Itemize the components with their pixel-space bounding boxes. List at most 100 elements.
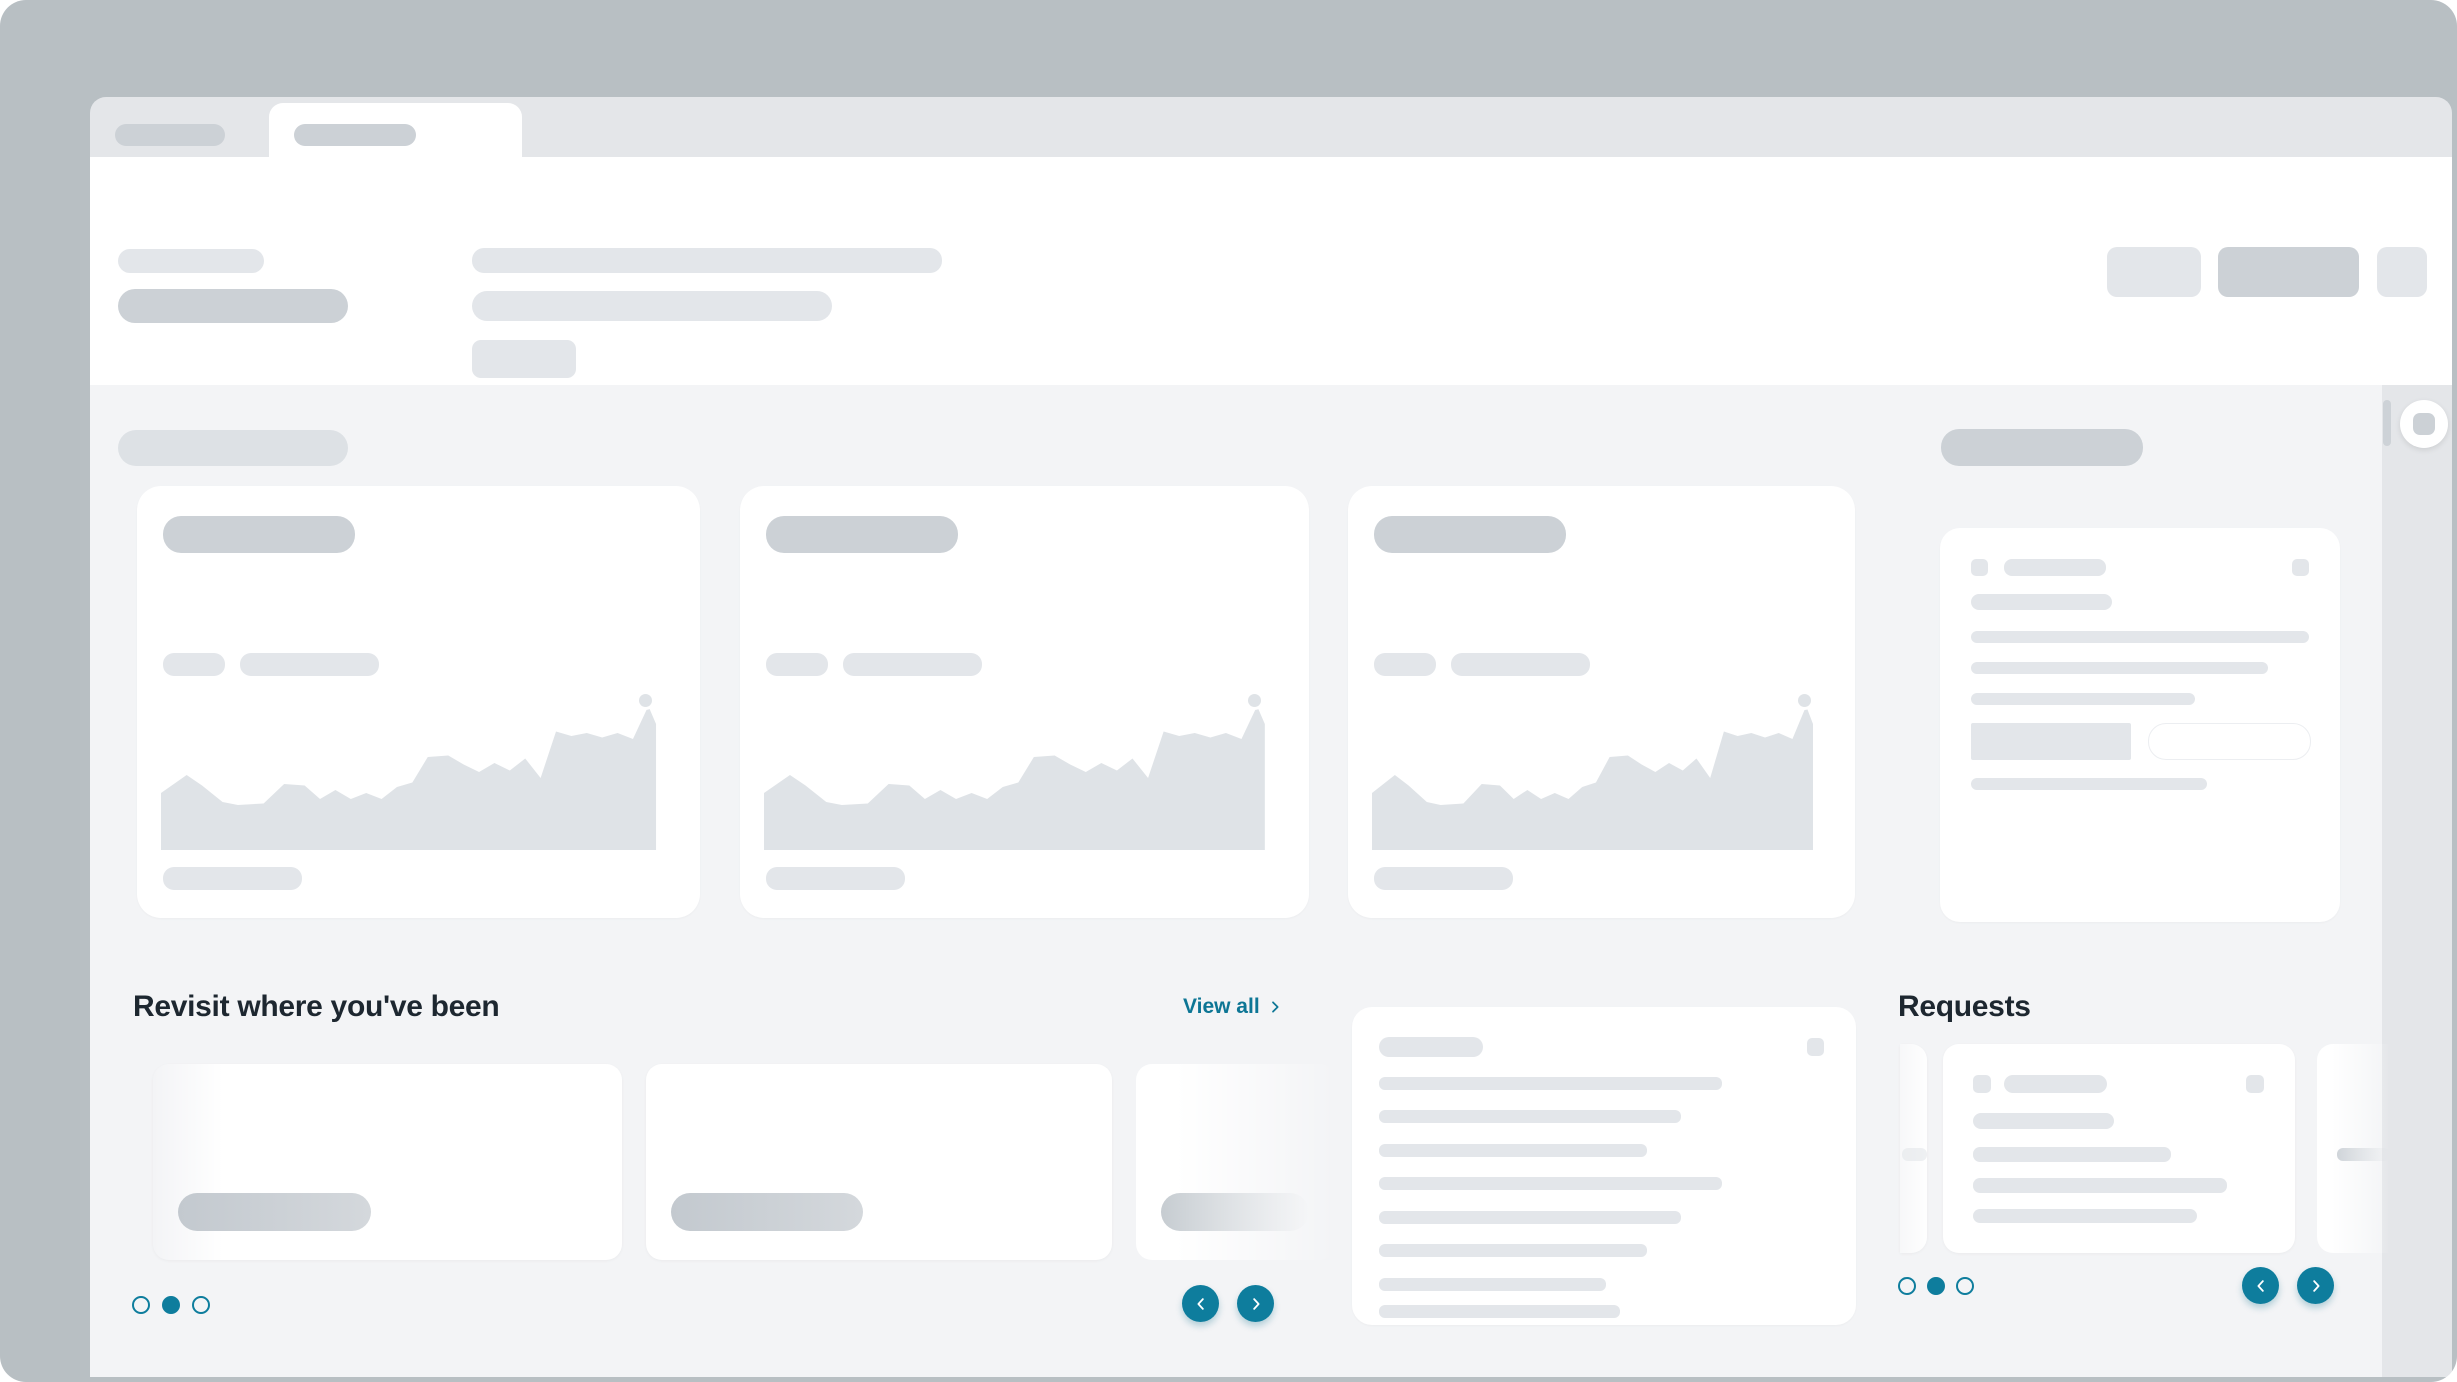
- chevron-right-icon: [1271, 1001, 1279, 1013]
- chevron-left-icon: [1196, 1297, 1204, 1310]
- carousel-dot-2[interactable]: [162, 1296, 180, 1314]
- requests-card-line-skeleton: [1902, 1148, 1927, 1161]
- chart-delta-skeleton: [843, 653, 982, 676]
- carousel-dot-3[interactable]: [1956, 1277, 1974, 1295]
- list-line-skeleton: [1379, 1211, 1681, 1224]
- chart-endpoint-dot: [639, 694, 653, 707]
- header-eyebrow-skeleton: [118, 249, 264, 273]
- requests-card-line-skeleton: [1973, 1147, 2171, 1162]
- sidebar-card-menu-skeleton: [2292, 559, 2309, 576]
- sidebar-card-line-skeleton: [1971, 662, 2268, 674]
- sidebar-title-skeleton: [1941, 429, 2143, 466]
- chart-delta-skeleton: [1451, 653, 1590, 676]
- area-chart-shape: [764, 706, 1265, 850]
- list-line-skeleton: [1379, 1244, 1647, 1257]
- revisit-card-label-skeleton: [671, 1193, 863, 1231]
- active-tab[interactable]: [269, 103, 522, 157]
- header-primary-button-skeleton[interactable]: [2218, 247, 2359, 297]
- carousel-dot-1[interactable]: [1898, 1277, 1916, 1295]
- requests-prev-button[interactable]: [2242, 1267, 2279, 1304]
- header-chip-skeleton: [472, 340, 576, 378]
- revisit-card-label-skeleton: [1161, 1193, 1309, 1231]
- list-line-skeleton: [1379, 1177, 1722, 1190]
- side-rail: [2382, 385, 2452, 1377]
- chart-value-skeleton: [163, 653, 225, 676]
- sidebar-card[interactable]: [1940, 528, 2340, 922]
- view-all-label: View all: [1183, 995, 1260, 1018]
- revisit-card[interactable]: [153, 1064, 622, 1260]
- chart-title-skeleton: [163, 516, 355, 553]
- area-chart-shape: [1372, 706, 1814, 850]
- carousel-dot-3[interactable]: [192, 1296, 210, 1314]
- chart-endpoint-dot: [1247, 694, 1261, 707]
- requests-card-partial[interactable]: [2317, 1044, 2390, 1253]
- requests-card-line-skeleton: [2337, 1148, 2390, 1161]
- sidebar-card-block-skeleton: [1971, 723, 2131, 760]
- sidebar-card-label-skeleton: [2004, 559, 2106, 576]
- chart-title-skeleton: [1374, 516, 1566, 553]
- inactive-tab-skeleton[interactable]: [115, 124, 225, 146]
- area-chart-shape: [161, 706, 657, 850]
- requests-card-line-skeleton: [1973, 1178, 2227, 1193]
- list-card-menu-skeleton: [1807, 1038, 1824, 1056]
- rail-widget-button[interactable]: [2400, 400, 2448, 448]
- section-title-requests: Requests: [1898, 990, 2031, 1023]
- page-header: [90, 157, 2452, 385]
- list-line-skeleton: [1379, 1305, 1620, 1318]
- requests-next-button[interactable]: [2297, 1267, 2334, 1304]
- carousel-dot-2[interactable]: [1927, 1277, 1945, 1295]
- requests-card-partial[interactable]: [1900, 1044, 1927, 1253]
- requests-card-icon-skeleton: [1973, 1075, 1991, 1093]
- rounded-square-icon: [2413, 413, 2435, 435]
- sidebar-card-line-skeleton: [1971, 693, 2195, 705]
- requests-card-subtitle-skeleton: [1973, 1113, 2114, 1129]
- sidebar-card-ghost-button[interactable]: [2148, 723, 2311, 760]
- active-tab-title-skeleton: [294, 124, 416, 146]
- header-title-line-skeleton: [472, 248, 942, 273]
- list-line-skeleton: [1379, 1278, 1606, 1291]
- scrollbar-thumb[interactable]: [2383, 400, 2391, 446]
- requests-carousel-dots: [1898, 1277, 1974, 1295]
- sidebar-card-icon-skeleton: [1971, 559, 1988, 576]
- revisit-card-label-skeleton: [178, 1193, 371, 1231]
- chart-endpoint-dot: [1797, 694, 1811, 707]
- chart-caption-skeleton: [163, 867, 302, 890]
- chart-title-skeleton: [766, 516, 958, 553]
- content-title-skeleton: [118, 430, 348, 466]
- chart-caption-skeleton: [1374, 867, 1513, 890]
- carousel-dot-1[interactable]: [132, 1296, 150, 1314]
- chart-card[interactable]: [137, 486, 700, 918]
- chart-value-skeleton: [1374, 653, 1436, 676]
- chart-value-skeleton: [766, 653, 828, 676]
- header-secondary-button-skeleton[interactable]: [2107, 247, 2201, 297]
- sidebar-card-subtitle-skeleton: [1971, 594, 2112, 610]
- area-chart-placeholder: [161, 694, 674, 850]
- section-title-revisit: Revisit where you've been: [133, 990, 500, 1023]
- area-chart-placeholder: [764, 694, 1283, 850]
- chevron-left-icon: [2256, 1279, 2264, 1292]
- header-subtitle-line-skeleton: [472, 291, 832, 321]
- list-line-skeleton: [1379, 1144, 1647, 1157]
- sidebar-card-line-skeleton: [1971, 778, 2207, 790]
- list-card: [1352, 1007, 1856, 1325]
- list-card-title-skeleton: [1379, 1037, 1483, 1057]
- list-line-skeleton: [1379, 1110, 1681, 1123]
- header-icon-button-skeleton[interactable]: [2377, 247, 2427, 297]
- requests-card-label-skeleton: [2004, 1075, 2107, 1093]
- area-chart-placeholder: [1372, 694, 1829, 850]
- chevron-right-icon: [2312, 1279, 2320, 1292]
- view-all-link[interactable]: View all: [1183, 995, 1283, 1019]
- sidebar-card-line-skeleton: [1971, 631, 2309, 643]
- chart-delta-skeleton: [240, 653, 379, 676]
- revisit-card[interactable]: [646, 1064, 1112, 1260]
- chevron-right-icon: [1252, 1297, 1260, 1310]
- revisit-card-partial[interactable]: [1136, 1064, 1336, 1260]
- revisit-next-button[interactable]: [1237, 1285, 1274, 1322]
- revisit-prev-button[interactable]: [1182, 1285, 1219, 1322]
- chart-card[interactable]: [1348, 486, 1855, 918]
- chart-card[interactable]: [740, 486, 1309, 918]
- content-area: Revisit where you've been View all Reque…: [90, 385, 2452, 1377]
- requests-card[interactable]: [1943, 1044, 2295, 1253]
- chart-caption-skeleton: [766, 867, 905, 890]
